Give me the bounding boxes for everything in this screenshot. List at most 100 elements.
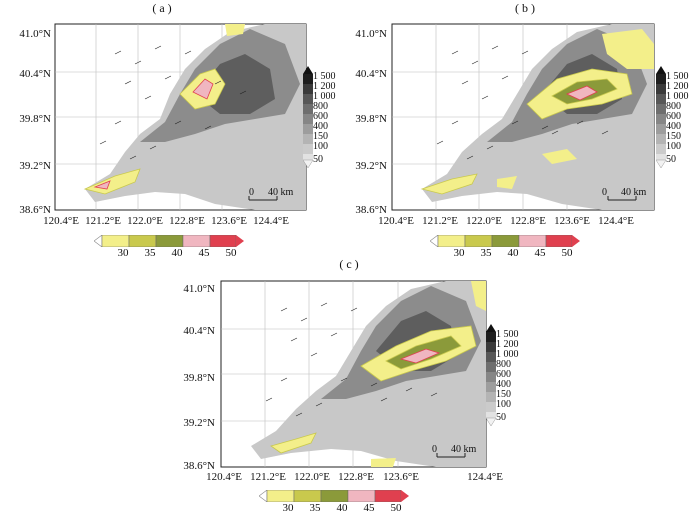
terrain-tick: 1 000 [313, 91, 336, 102]
reflectivity-tick: 40 [336, 502, 348, 514]
reflectivity-tick: 50 [225, 247, 237, 259]
lon-label: 122.8°E [169, 215, 205, 227]
echo-region [542, 149, 577, 164]
lat-label: 38.6°N [183, 460, 215, 472]
map-area-b [391, 23, 655, 211]
lon-label: 121.2°E [250, 471, 286, 483]
scale-zero: 0 [249, 187, 254, 198]
reflectivity-tick: 50 [390, 502, 402, 514]
terrain-tick: 1 200 [313, 81, 336, 92]
terrain-tick: 100 [666, 141, 681, 152]
reflectivity-tick: 40 [507, 247, 519, 259]
lat-label: 40.4°N [19, 68, 51, 80]
terrain-tick: 400 [496, 379, 511, 390]
lat-label: 39.2°N [183, 417, 215, 429]
lat-label: 39.8°N [183, 372, 215, 384]
echo-region [93, 180, 111, 190]
panel-title-b: ( b ) [515, 1, 535, 15]
lon-label: 121.2°E [422, 215, 458, 227]
terrain-colorbar-b [656, 66, 666, 168]
reflectivity-tick: 30 [282, 502, 294, 514]
terrain-colorbar-a [303, 66, 313, 168]
scale-zero: 0 [432, 444, 437, 455]
terrain-tick: 1 200 [496, 339, 519, 350]
lat-label: 39.2°N [355, 160, 387, 172]
terrain-tick: 600 [313, 111, 328, 122]
echo-region [420, 173, 478, 195]
lat-label: 41.0°N [355, 28, 387, 40]
terrain-tick: 1 500 [313, 71, 336, 82]
scale-bar [248, 196, 278, 201]
lon-label: 124.4°E [467, 471, 503, 483]
wind-barbs [436, 45, 609, 160]
lon-label: 122.8°E [338, 471, 374, 483]
panel-title-c: ( c ) [339, 257, 359, 271]
lon-label: 124.4°E [253, 215, 289, 227]
reflectivity-tick: 50 [561, 247, 573, 259]
lon-label: 123.6°E [383, 471, 419, 483]
reflectivity-tick: 45 [198, 247, 210, 259]
terrain-tick: 800 [313, 101, 328, 112]
echo-region [399, 348, 441, 364]
terrain-tick: 100 [496, 399, 511, 410]
reflectivity-colorbar-c [259, 490, 409, 502]
reflectivity-tick: 40 [171, 247, 183, 259]
reflectivity-tick: 35 [144, 247, 156, 259]
map-area-a [54, 23, 307, 211]
terrain-tick: 800 [666, 101, 681, 112]
lon-label: 122.0°E [127, 215, 163, 227]
reflectivity-tick: 30 [117, 247, 129, 259]
lat-label: 40.4°N [183, 325, 215, 337]
lon-label: 120.4°E [378, 215, 414, 227]
lat-label: 38.6°N [19, 204, 51, 216]
echo-region [602, 29, 654, 69]
lon-label: 124.4°E [598, 215, 634, 227]
terrain-tick: 400 [666, 121, 681, 132]
scale-length: 40 km [621, 187, 647, 198]
wind-barbs [99, 45, 247, 160]
scale-length: 40 km [268, 187, 294, 198]
terrain-colorbar-c [486, 324, 496, 426]
lon-label: 122.0°E [466, 215, 502, 227]
terrain-tick: 1 200 [666, 81, 689, 92]
terrain-tick: 150 [496, 389, 511, 400]
terrain-tick: 1 000 [666, 91, 689, 102]
echo-region [192, 78, 214, 100]
echo-region [371, 458, 396, 467]
scale-length: 40 km [451, 444, 477, 455]
reflectivity-tick: 45 [534, 247, 546, 259]
lon-label: 123.6°E [554, 215, 590, 227]
echo-region [270, 432, 317, 454]
lon-label: 120.4°E [206, 471, 242, 483]
echo-region [471, 281, 486, 311]
lon-label: 123.6°E [211, 215, 247, 227]
lon-label: 120.4°E [43, 215, 79, 227]
lat-label: 39.8°N [355, 113, 387, 125]
reflectivity-tick: 30 [453, 247, 465, 259]
lon-label: 122.8°E [510, 215, 546, 227]
echo-region [225, 24, 245, 36]
terrain-tick: 150 [666, 131, 681, 142]
reflectivity-tick: 35 [480, 247, 492, 259]
terrain-tick: 50 [496, 412, 506, 423]
echo-region [565, 85, 598, 101]
terrain-tick: 50 [666, 154, 676, 165]
terrain-tick: 150 [313, 131, 328, 142]
lat-label: 39.8°N [19, 113, 51, 125]
scale-zero: 0 [602, 187, 607, 198]
reflectivity-colorbar-b [430, 235, 580, 247]
lat-label: 41.0°N [183, 283, 215, 295]
reflectivity-colorbar-a [94, 235, 244, 247]
terrain-tick: 600 [666, 111, 681, 122]
terrain-tick: 50 [313, 154, 323, 165]
terrain-tick: 400 [313, 121, 328, 132]
lat-label: 39.2°N [19, 160, 51, 172]
lat-label: 41.0°N [19, 28, 51, 40]
terrain-tick: 600 [496, 369, 511, 380]
wind-barbs [265, 302, 438, 417]
lon-label: 121.2°E [85, 215, 121, 227]
map-area-c [220, 280, 487, 468]
lat-label: 38.6°N [355, 204, 387, 216]
terrain-tick: 800 [496, 359, 511, 370]
scale-bar [607, 196, 637, 201]
